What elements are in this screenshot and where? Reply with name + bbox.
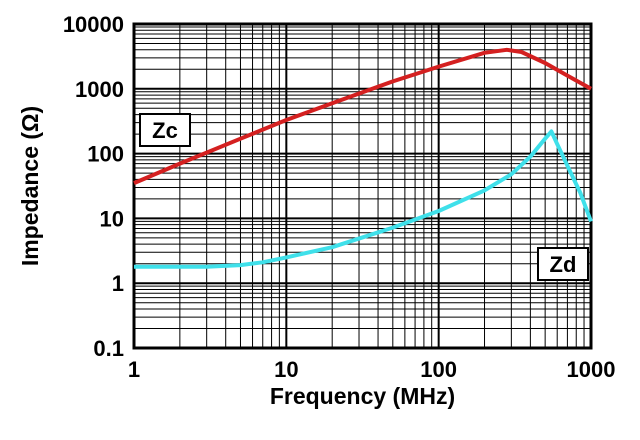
y-tick-label: 0.1 [93,336,124,361]
y-tick-label: 10000 [63,12,124,37]
series-line-zd [134,129,593,269]
x-tick-labels: 1 10 100 1000 [128,357,616,382]
y-tick-label: 10 [100,206,124,231]
series-lines [133,47,593,269]
plot-area-frame [132,22,593,350]
y-tick-label: 1000 [75,77,124,102]
series-line-zc [133,47,592,185]
x-tick-label: 10 [274,357,298,382]
y-tick-label: 100 [87,142,124,167]
series-label-text: Zd [550,252,577,277]
grid [133,24,591,349]
x-tick-label: 1 [128,357,140,382]
series-label-box [139,113,191,147]
x-tick-label: 1000 [567,357,616,382]
y-tick-labels: 0.1 1 10 100 1000 10000 [63,12,124,361]
series-label-zc: Zc [139,113,191,147]
x-tick-label: 100 [420,357,457,382]
series-label-box [537,247,589,281]
series-labels: Zc Zd [139,113,589,281]
series-label-zd: Zd [537,247,589,281]
x-axis-title: Frequency (MHz) [270,383,455,409]
series-label-text: Zc [152,118,178,143]
y-axis-title: Impedance (Ω) [17,106,43,266]
y-tick-label: 1 [112,271,124,296]
